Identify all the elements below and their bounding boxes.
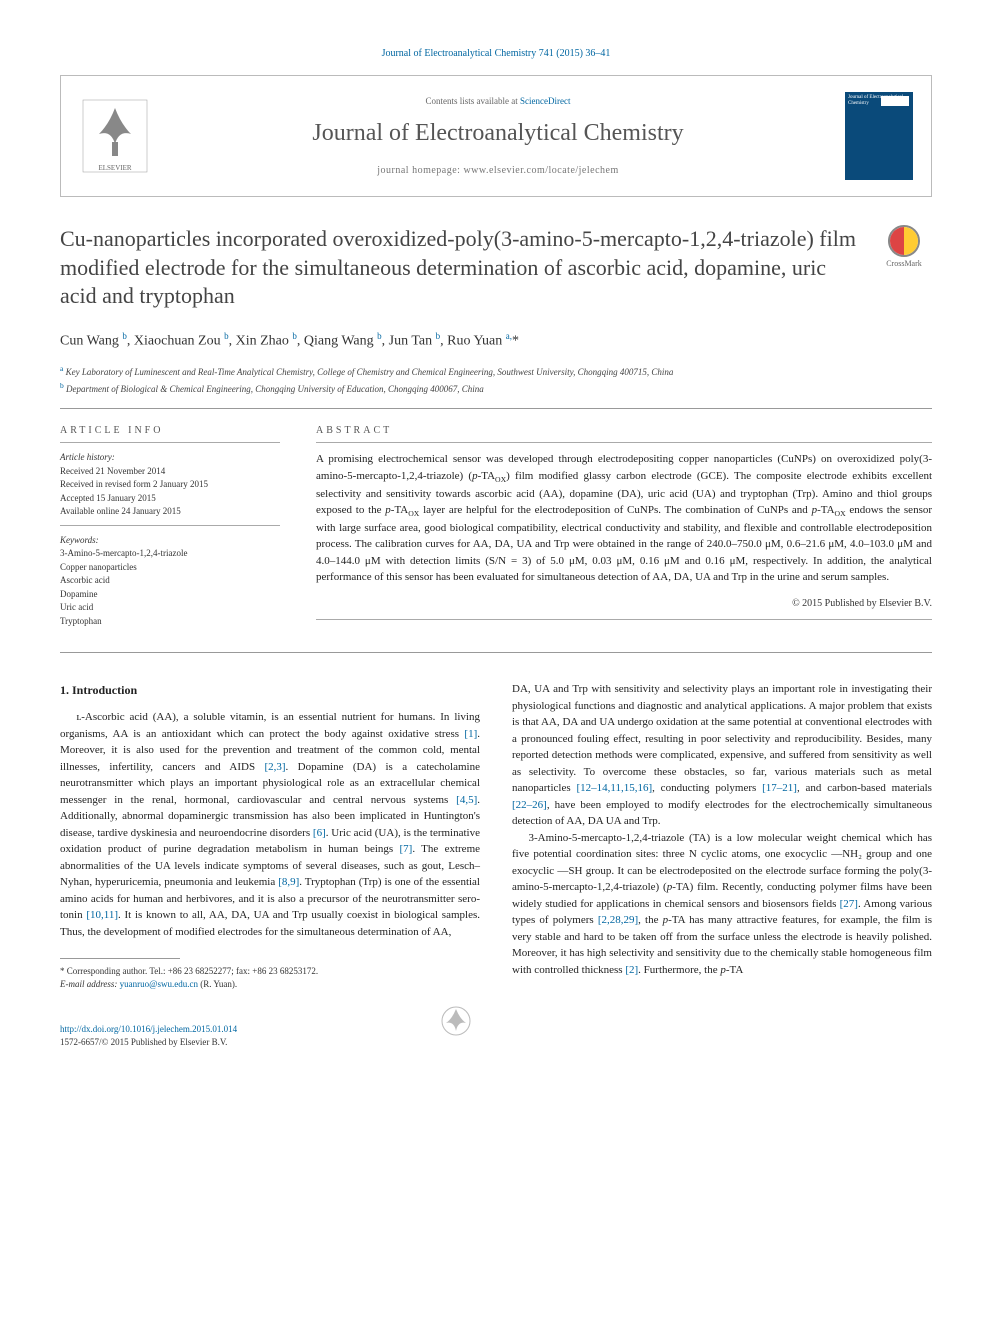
journal-name: Journal of Electroanalytical Chemistry: [171, 120, 825, 147]
divider: [316, 619, 932, 620]
history-online: Available online 24 January 2015: [60, 505, 280, 519]
elsevier-mark-icon: [432, 1001, 480, 1049]
keyword: Copper nanoparticles: [60, 561, 280, 575]
abstract-copyright: © 2015 Published by Elsevier B.V.: [316, 598, 932, 609]
top-citation: Journal of Electroanalytical Chemistry 7…: [60, 48, 932, 59]
corresponding-author-footnote: * Corresponding author. Tel.: +86 23 682…: [60, 965, 480, 990]
crossmark-badge[interactable]: CrossMark: [876, 225, 932, 268]
divider: [316, 442, 932, 443]
keyword: Dopamine: [60, 588, 280, 602]
doi-block: http://dx.doi.org/10.1016/j.jelechem.201…: [60, 1023, 237, 1048]
divider: [60, 525, 280, 526]
history-accepted: Accepted 15 January 2015: [60, 492, 280, 506]
divider: [60, 442, 280, 443]
homepage-url[interactable]: www.elsevier.com/locate/jelechem: [463, 165, 618, 176]
abstract-column: ABSTRACT A promising electrochemical sen…: [316, 425, 932, 628]
author-list: Cun Wang b, Xiaochuan Zou b, Xin Zhao b,…: [60, 331, 932, 350]
body-paragraph: ʟ-Ascorbic acid (AA), a soluble vitamin,…: [60, 709, 480, 940]
left-column: 1. Introduction ʟ-Ascorbic acid (AA), a …: [60, 681, 480, 1048]
journal-homepage-line: journal homepage: www.elsevier.com/locat…: [171, 165, 825, 176]
keyword: Uric acid: [60, 601, 280, 615]
history-revised: Received in revised form 2 January 2015: [60, 478, 280, 492]
keywords-label: Keywords:: [60, 534, 280, 548]
article-info-column: ARTICLE INFO Article history: Received 2…: [60, 425, 280, 628]
journal-header-box: ELSEVIER Contents lists available at Sci…: [60, 75, 932, 197]
svg-text:ELSEVIER: ELSEVIER: [98, 164, 131, 172]
keyword: Tryptophan: [60, 615, 280, 629]
history-label: Article history:: [60, 451, 280, 465]
history-received: Received 21 November 2014: [60, 465, 280, 479]
divider: [60, 408, 932, 409]
contents-available-line: Contents lists available at ScienceDirec…: [171, 96, 825, 106]
body-paragraph: DA, UA and Trp with sensitivity and sele…: [512, 681, 932, 830]
keyword: 3-Amino-5-mercapto-1,2,4-triazole: [60, 547, 280, 561]
body-paragraph: 3-Amino-5-mercapto-1,2,4-triazole (TA) i…: [512, 830, 932, 979]
divider: [60, 652, 932, 653]
article-info-heading: ARTICLE INFO: [60, 425, 280, 436]
abstract-heading: ABSTRACT: [316, 425, 932, 436]
affiliations: a Key Laboratory of Luminescent and Real…: [60, 363, 932, 396]
doi-link[interactable]: http://dx.doi.org/10.1016/j.jelechem.201…: [60, 1024, 237, 1034]
issn-copyright: 1572-6657/© 2015 Published by Elsevier B…: [60, 1037, 227, 1047]
body-two-column: 1. Introduction ʟ-Ascorbic acid (AA), a …: [60, 681, 932, 1048]
footnote-divider: [60, 958, 180, 959]
sciencedirect-link[interactable]: ScienceDirect: [520, 96, 570, 106]
journal-cover-thumbnail: Journal of Electroanalytical Chemistry: [845, 92, 913, 180]
section-heading-introduction: 1. Introduction: [60, 681, 480, 699]
keyword: Ascorbic acid: [60, 574, 280, 588]
crossmark-label: CrossMark: [876, 259, 932, 268]
right-column: DA, UA and Trp with sensitivity and sele…: [512, 681, 932, 1048]
article-title: Cu-nanoparticles incorporated overoxidiz…: [60, 225, 860, 311]
elsevier-tree-logo: ELSEVIER: [79, 96, 151, 176]
email-link[interactable]: yuanruo@swu.edu.cn: [120, 979, 198, 989]
crossmark-icon: [888, 225, 920, 257]
abstract-text: A promising electrochemical sensor was d…: [316, 451, 932, 585]
